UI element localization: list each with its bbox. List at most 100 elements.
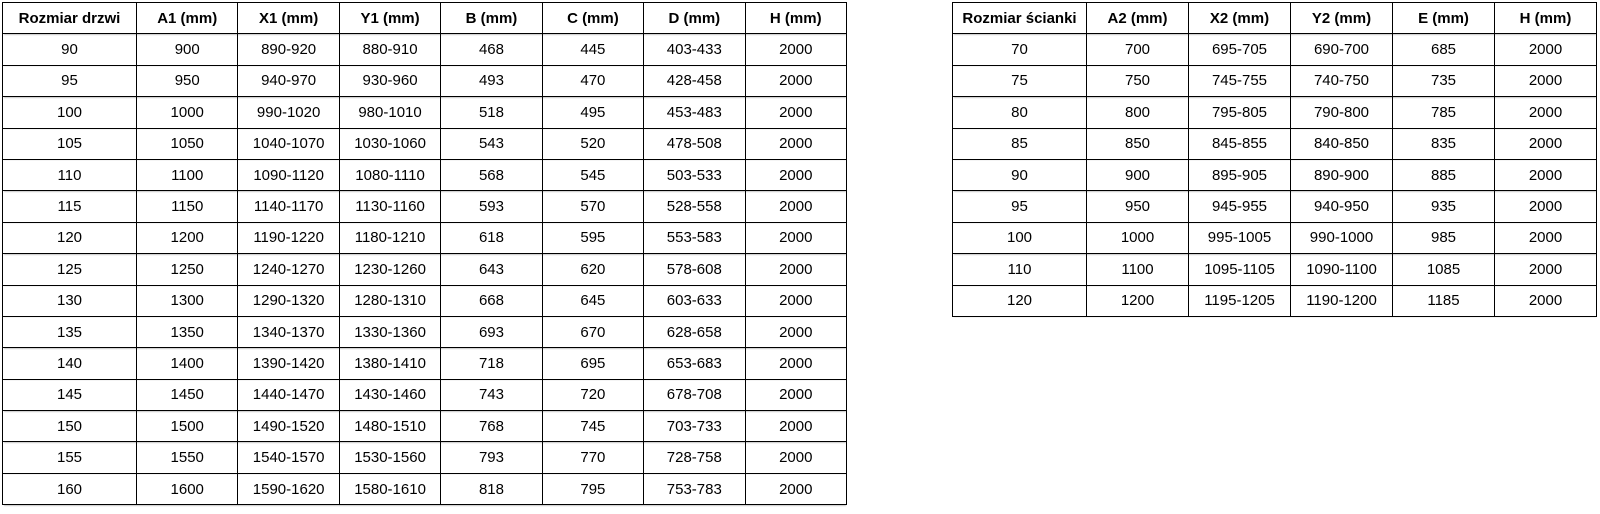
table-cell: 1390-1420 [237,347,340,380]
table-row: 100 1000 990-1020 980-1010 518 495 453-483 2000 [2,96,848,129]
column-header: H (mm) [744,1,848,35]
table-cell: 1150 [135,190,239,223]
table-cell: 740-750 [1290,64,1393,98]
table-cell: 1100 [1086,253,1189,286]
table-cell: 685 [1392,33,1495,66]
table-cell: 1090-1120 [237,158,340,192]
table-cell: 470 [541,64,645,98]
table-cell: 743 [440,378,543,412]
column-header: B (mm) [440,1,543,35]
table-cell: 1490-1520 [237,410,340,443]
table-cell: 130 [2,284,137,317]
table-cell: 2000 [744,441,848,474]
table-cell: 603-633 [643,284,746,317]
table-cell: 745-755 [1188,64,1291,98]
table-cell: 2000 [1494,127,1597,160]
table-cell: 995-1005 [1188,221,1291,255]
table-cell: 1185 [1392,284,1495,317]
column-header: Rozmiar ścianki [952,1,1087,35]
table-cell: 1040-1070 [237,127,340,160]
table-cell: 718 [440,347,543,380]
table-cell: 845-855 [1188,127,1291,160]
table-cell: 568 [440,158,543,192]
table-cell: 2000 [1494,64,1597,98]
table-row: 90 900 890-920 880-910 468 445 403-433 2000 [2,33,848,66]
table-cell: 2000 [1494,221,1597,255]
table-row: 95 950 940-970 930-960 493 470 428-458 2000 [2,64,848,98]
column-header: H (mm) [1494,1,1597,35]
table-cell: 785 [1392,96,1495,129]
table-cell: 795 [541,472,645,506]
table-cell: 678-708 [643,378,746,412]
table-cell: 110 [2,158,137,192]
table-cell: 790-800 [1290,96,1393,129]
table-cell: 503-533 [643,158,746,192]
table-cell: 800 [1086,96,1189,129]
table-cell: 945-955 [1188,190,1291,223]
table-cell: 1300 [135,284,239,317]
table-cell: 1050 [135,127,239,160]
table-cell: 1250 [135,253,239,286]
table-cell: 2000 [744,96,848,129]
table-cell: 1590-1620 [237,472,340,506]
table-cell: 2000 [744,253,848,286]
table-cell: 1230-1260 [338,253,442,286]
table-cell: 2000 [744,284,848,317]
table-cell: 1540-1570 [237,441,340,474]
table-cell: 2000 [744,315,848,349]
table-cell: 1140-1170 [237,190,340,223]
table-cell: 720 [541,378,645,412]
table-cell: 880-910 [338,33,442,66]
table-cell: 703-733 [643,410,746,443]
table-cell: 1340-1370 [237,315,340,349]
table-cell: 520 [541,127,645,160]
table-cell: 695 [541,347,645,380]
table-row: 130 1300 1290-1320 1280-1310 668 645 603-633 20… [2,284,848,317]
table-cell: 1190-1220 [237,221,340,255]
column-header: A1 (mm) [135,1,239,35]
table-cell: 795-805 [1188,96,1291,129]
table-cell: 2000 [1494,253,1597,286]
table-cell: 453-483 [643,96,746,129]
table-cell: 735 [1392,64,1495,98]
table-cell: 950 [135,64,239,98]
table-cell: 1200 [135,221,239,255]
table-cell: 1195-1205 [1188,284,1291,317]
column-header: X1 (mm) [237,1,340,35]
table-cell: 1440-1470 [237,378,340,412]
table-cell: 428-458 [643,64,746,98]
wall-panel-dimensions-table: Rozmiar ścianki A2 (mm) X2 (mm) Y2 (mm) E (m… [952,1,1597,317]
table-cell: 2000 [1494,284,1597,317]
column-header: Y1 (mm) [338,1,442,35]
table-cell: 1000 [135,96,239,129]
table-row: 100 1000 995-1005 990-1000 985 2000 [952,221,1597,255]
table-cell: 115 [2,190,137,223]
table-cell: 593 [440,190,543,223]
table-cell: 2000 [1494,190,1597,223]
table-cell: 1330-1360 [338,315,442,349]
table-cell: 85 [952,127,1087,160]
column-header: A2 (mm) [1086,1,1189,35]
table-cell: 885 [1392,158,1495,192]
column-header: D (mm) [643,1,746,35]
column-header: E (mm) [1392,1,1495,35]
table-cell: 980-1010 [338,96,442,129]
table-cell: 1550 [135,441,239,474]
table-cell: 1085 [1392,253,1495,286]
table-cell: 670 [541,315,645,349]
table-cell: 645 [541,284,645,317]
table-cell: 2000 [744,158,848,192]
table-row: 90 900 895-905 890-900 885 2000 [952,158,1597,192]
table-cell: 818 [440,472,543,506]
table-cell: 1290-1320 [237,284,340,317]
table-cell: 1600 [135,472,239,506]
table-cell: 595 [541,221,645,255]
table-cell: 1280-1310 [338,284,442,317]
table-cell: 900 [1086,158,1189,192]
table-cell: 160 [2,472,137,506]
table-cell: 95 [2,64,137,98]
table-row: 115 1150 1140-1170 1130-1160 593 570 528-558 20… [2,190,848,223]
table-cell: 2000 [744,190,848,223]
table-cell: 543 [440,127,543,160]
table-cell: 478-508 [643,127,746,160]
